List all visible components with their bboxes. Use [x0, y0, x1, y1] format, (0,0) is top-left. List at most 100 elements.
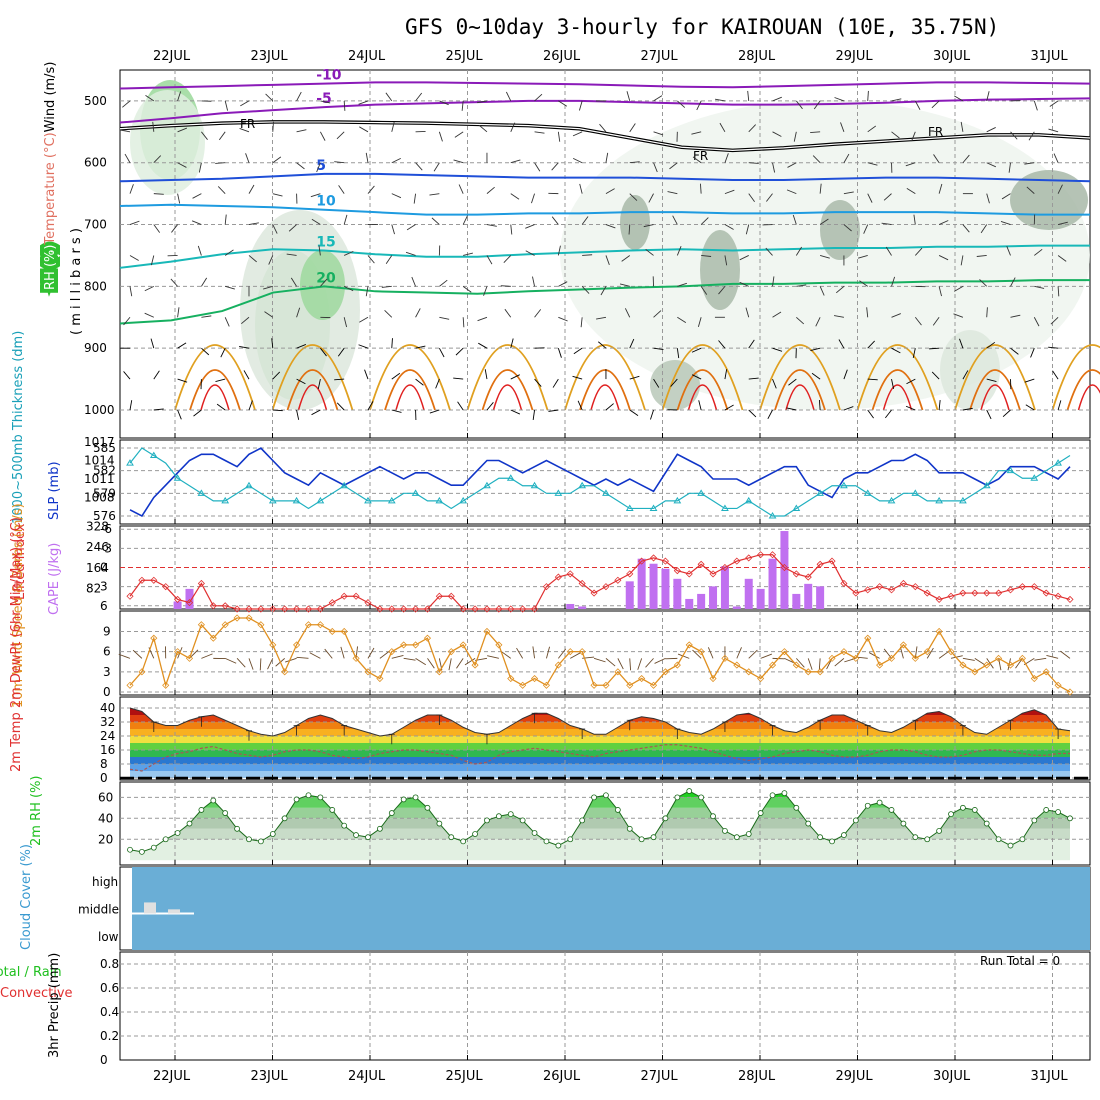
li-marker [162, 583, 170, 591]
freezing-level-label: FR [693, 149, 708, 163]
wind-barb [433, 162, 440, 172]
wind-barb-10m [267, 658, 274, 670]
wind-barb [415, 308, 421, 318]
temp-tick-label: 32 [100, 715, 115, 729]
li-marker [471, 605, 479, 613]
wind-barb [582, 254, 593, 256]
temp-tick-label: 40 [100, 701, 115, 715]
rh-marker [650, 834, 657, 841]
li-tick-label: -6 [100, 522, 112, 536]
wind-barb [650, 409, 654, 420]
wind-barb [932, 317, 940, 326]
wind-barb [458, 184, 464, 194]
wind-barb [748, 409, 757, 418]
wind-marker [626, 681, 634, 689]
isotherm-30-arc [579, 369, 631, 411]
wind-barb [248, 222, 259, 225]
li-marker [519, 605, 527, 613]
wind-barb [1001, 193, 1011, 200]
wind-barb [692, 156, 702, 164]
wind-barb-10m [201, 653, 213, 659]
wind-barb [718, 340, 726, 349]
wind-barb [239, 346, 250, 349]
wind-barb [621, 255, 631, 262]
wind-barb [240, 100, 250, 107]
wind-barb [701, 255, 712, 257]
thickness-marker [697, 489, 706, 496]
li-marker [1006, 586, 1015, 594]
wind-barb [912, 348, 916, 359]
rh-marker [995, 836, 1002, 843]
rh-marker [293, 796, 300, 803]
wind-barb [358, 100, 369, 105]
cape-bar [637, 558, 646, 609]
li-marker [923, 589, 931, 597]
rh-shading [620, 195, 650, 250]
wind-tick-label: 0 [103, 685, 111, 699]
temp-band [130, 771, 1070, 778]
rh-marker [936, 827, 943, 834]
date-label-top: 31JUL [1031, 49, 1069, 64]
wind-marker [602, 681, 610, 689]
wind-barb [123, 316, 131, 326]
wind-barb [1053, 153, 1059, 163]
wind-marker [768, 661, 777, 669]
li-marker [804, 573, 812, 581]
rh-marker [817, 834, 824, 841]
wind-barb [129, 184, 134, 194]
li-marker [887, 586, 896, 594]
li-marker [673, 567, 681, 575]
thickness-marker [411, 489, 420, 496]
wind-barb [1010, 314, 1021, 318]
wind-barb [334, 161, 345, 164]
thickness-marker [506, 474, 515, 481]
wind-barb [629, 338, 635, 349]
wind-barb [933, 154, 940, 163]
rh-marker [888, 807, 895, 813]
wind-barb [677, 316, 687, 323]
wind-barb [177, 193, 181, 204]
date-label-top: 25JUL [446, 49, 484, 64]
rh-line [129, 790, 1071, 853]
ylabel-part: Wind (m/s) [43, 62, 58, 133]
wind-marker [947, 648, 955, 656]
cape-bar [709, 586, 718, 609]
wind-marker [1018, 654, 1026, 662]
wind-barb [624, 308, 631, 318]
rh-band [130, 839, 1070, 861]
cloud-ylabel: Cloud Cover (%) [19, 844, 34, 950]
wind-barb [931, 100, 940, 109]
precip-ylabel: 3hr Precip (mm) [47, 953, 62, 1058]
wind-barb [1057, 400, 1062, 411]
wind-barb [1010, 131, 1018, 140]
wind-barb [152, 121, 155, 132]
wind-barb [405, 251, 416, 256]
li-marker [174, 595, 182, 603]
wind-marker [649, 681, 658, 689]
wind-barb [676, 348, 680, 359]
wind-barb [578, 100, 583, 111]
wind-marker [507, 674, 515, 683]
thickness-marker [625, 504, 634, 511]
wind-marker [150, 634, 158, 642]
wind-barb [290, 277, 297, 287]
wind-marker [376, 674, 384, 683]
temp-minmax-bar [817, 719, 824, 731]
temp-line [129, 707, 1071, 737]
wind-barb [381, 285, 392, 288]
cloud-middle-bar [144, 902, 156, 914]
wind-marker [1042, 668, 1050, 676]
rh-marker [591, 794, 597, 801]
wind-barb [455, 347, 464, 356]
pressure-axis-label: ( m i l l i b a r s ) [69, 228, 84, 335]
wind-marker [590, 681, 598, 689]
li-tick-label: 3 [100, 580, 108, 594]
wind-barb [478, 342, 488, 349]
rh-marker [603, 792, 609, 799]
rh-marker [769, 792, 776, 799]
isotherm-label: 5 [316, 158, 326, 174]
wind-barb [129, 220, 140, 225]
wind-barb [843, 369, 848, 380]
wind-barb [391, 193, 402, 199]
wind-marker [316, 621, 324, 629]
